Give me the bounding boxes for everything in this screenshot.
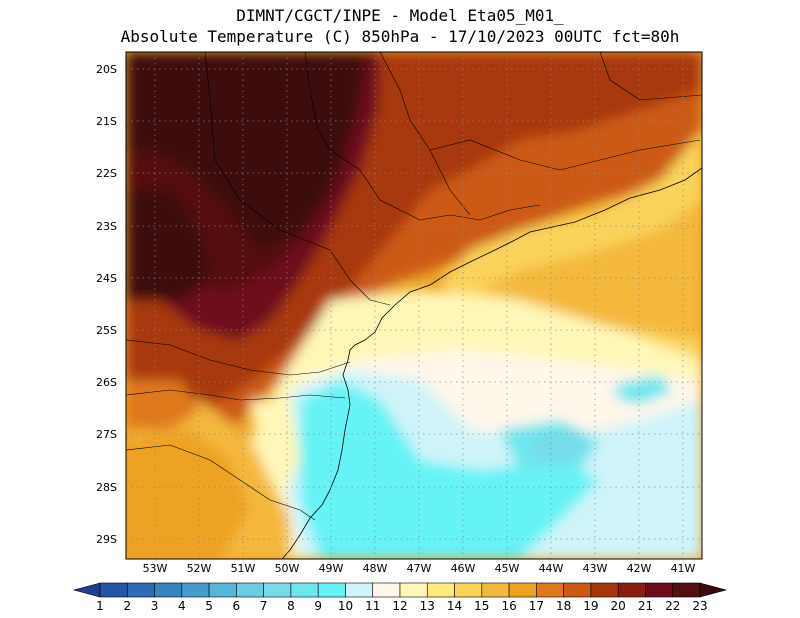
colorbar-tick-label: 6 bbox=[232, 599, 241, 613]
coastline bbox=[281, 167, 702, 559]
lat-label-24s: 24S bbox=[96, 272, 117, 285]
colorbar-tick-label: 8 bbox=[287, 599, 295, 613]
lon-label-53w: 53W bbox=[142, 562, 168, 575]
lon-label-42w: 42W bbox=[626, 562, 652, 575]
colorbar-cell bbox=[481, 582, 510, 598]
colorbar-cell bbox=[154, 582, 183, 598]
colorbar-cell bbox=[99, 582, 128, 598]
lat-label-26s: 26S bbox=[96, 376, 117, 389]
lon-label-50w: 50W bbox=[274, 562, 300, 575]
colorbar-cell bbox=[181, 582, 210, 598]
lon-label-44w: 44W bbox=[538, 562, 564, 575]
lat-label-28s: 28S bbox=[96, 481, 117, 494]
colorbar-tick-label: 11 bbox=[365, 599, 381, 613]
colorbar-cell bbox=[508, 582, 537, 598]
colorbar-cell bbox=[263, 582, 292, 598]
lon-label-47w: 47W bbox=[406, 562, 432, 575]
colorbar-cell bbox=[126, 582, 155, 598]
lon-label-52w: 52W bbox=[186, 562, 212, 575]
colorbar-tick-label: 15 bbox=[474, 599, 490, 613]
colorbar-cell bbox=[345, 582, 374, 598]
graticule bbox=[126, 52, 702, 559]
colorbar-cell bbox=[590, 582, 619, 598]
colorbar-cell bbox=[317, 582, 346, 598]
lat-label-20s: 20S bbox=[96, 63, 117, 76]
colorbar-cell bbox=[208, 582, 237, 598]
colorbar-tick-label: 5 bbox=[205, 599, 213, 613]
lat-label-22s: 22S bbox=[96, 167, 117, 180]
colorbar-cell bbox=[617, 582, 646, 598]
colorbar-tick-label: 9 bbox=[314, 599, 322, 613]
colorbar-cell bbox=[236, 582, 264, 598]
colorbar-tick-label: 20 bbox=[610, 599, 626, 613]
map-title-line-2: Absolute Temperature (C) 850hPa - 17/10/… bbox=[120, 27, 680, 46]
colorbar-tick-label: 22 bbox=[665, 599, 681, 613]
map-frame bbox=[125, 51, 703, 560]
colorbar-tick-label: 12 bbox=[392, 599, 408, 613]
colorbar-cell bbox=[399, 582, 428, 598]
colorbar-arrow-high bbox=[699, 582, 728, 598]
colorbar-cell bbox=[426, 582, 455, 598]
lat-label-25s: 25S bbox=[96, 324, 117, 337]
lon-label-46w: 46W bbox=[450, 562, 476, 575]
colorbar-cell bbox=[372, 582, 401, 598]
lon-label-48w: 48W bbox=[362, 562, 388, 575]
lon-label-45w: 45W bbox=[494, 562, 520, 575]
lat-label-29s: 29S bbox=[96, 533, 117, 546]
colorbar-cell bbox=[454, 582, 483, 598]
lon-label-51w: 51W bbox=[230, 562, 256, 575]
colorbar-cell bbox=[563, 582, 592, 598]
colorbar-cell bbox=[645, 582, 674, 598]
colorbar-tick-label: 21 bbox=[637, 599, 654, 613]
colorbar-tick-label: 13 bbox=[419, 599, 435, 613]
colorbar-tick-label: 19 bbox=[583, 599, 599, 613]
colorbar-tick-label: 18 bbox=[555, 599, 572, 613]
colorbar-tick-label: 7 bbox=[259, 599, 268, 613]
temperature-field bbox=[126, 52, 702, 559]
colorbar-tick-label: 4 bbox=[177, 599, 186, 613]
colorbar-tick-label: 2 bbox=[123, 599, 132, 613]
colorbar-arrow-low bbox=[72, 582, 101, 598]
colorbar-tick-label: 1 bbox=[96, 599, 104, 613]
colorbar-cell bbox=[290, 582, 319, 598]
map-title-line-1: DIMNT/CGCT/INPE - Model Eta05_M01_ bbox=[236, 6, 564, 25]
colorbar-cell bbox=[536, 582, 564, 598]
state-borders bbox=[126, 52, 702, 521]
lon-label-49w: 49W bbox=[318, 562, 344, 575]
colorbar-cell bbox=[672, 582, 701, 598]
lon-label-43w: 43W bbox=[582, 562, 608, 575]
lat-label-23s: 23S bbox=[96, 220, 117, 233]
colorbar-tick-label: 10 bbox=[337, 599, 354, 613]
colorbar-tick-label: 14 bbox=[446, 599, 463, 613]
colorbar-tick-label: 17 bbox=[528, 599, 544, 613]
colorbar-tick-label: 23 bbox=[692, 599, 708, 613]
lon-label-41w: 41W bbox=[670, 562, 696, 575]
colorbar-tick-label: 3 bbox=[150, 599, 159, 613]
colorbar-tick-label: 16 bbox=[501, 599, 517, 613]
lat-label-21s: 21S bbox=[96, 115, 117, 128]
colorbar bbox=[72, 582, 728, 598]
lat-label-27s: 27S bbox=[96, 428, 117, 441]
